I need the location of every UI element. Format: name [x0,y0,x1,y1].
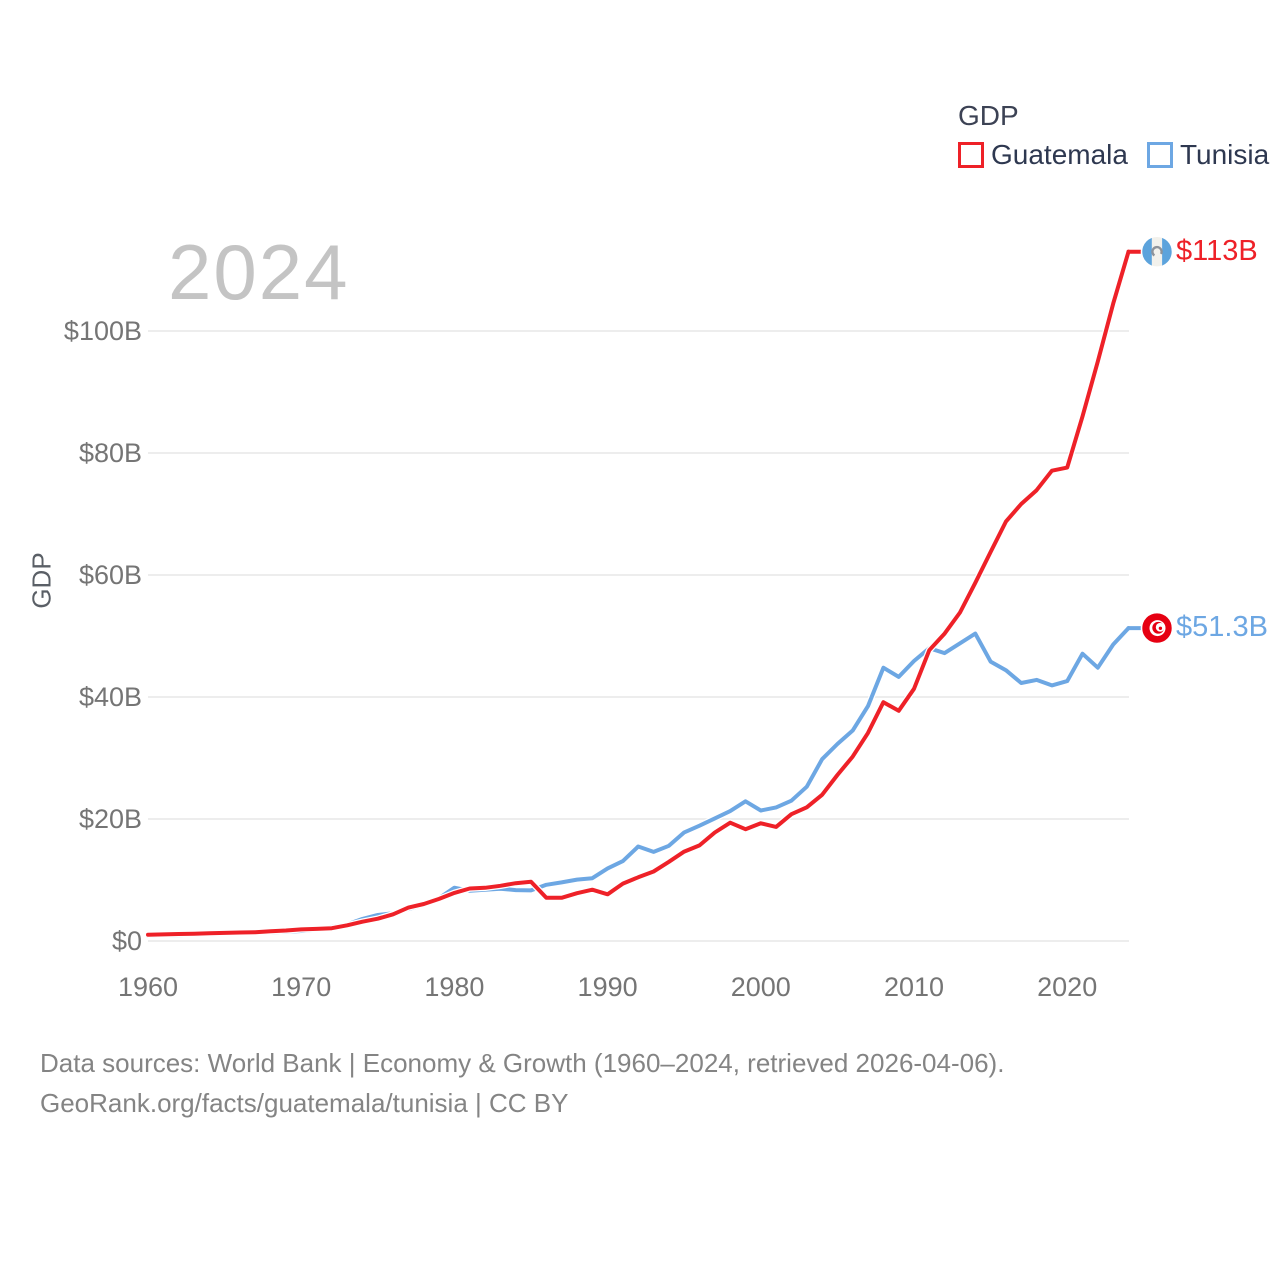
legend-label-tunisia: Tunisia [1179,139,1270,170]
flag-markers [1126,235,1174,645]
legend-title: GDP [958,100,1019,131]
legend: Guatemala Tunisia [958,141,1269,169]
y-tick-label: $60B [78,560,142,590]
data-sources-text: Data sources: World Bank | Economy & Gro… [40,1048,1005,1078]
x-tick-label: 1980 [424,972,485,1002]
guatemala-flag-icon [1140,235,1174,268]
y-tick-label: $80B [78,438,142,468]
x-tick-label: 2020 [1037,972,1098,1002]
attribution-text: GeoRank.org/facts/guatemala/tunisia | CC… [40,1088,569,1118]
guatemala-series-swatch [958,142,984,168]
x-tick-label: 1960 [117,972,179,1002]
guatemala-end-value-label: $113B [1176,234,1258,267]
legend-item-tunisia[interactable]: Tunisia [1146,139,1270,170]
x-tick-label: 1990 [577,972,638,1002]
series-lines [144,248,1132,940]
x-tick-label: 2010 [883,972,945,1002]
gridlines [148,330,1129,942]
y-tick-label: $20B [78,804,142,834]
year-watermark: 2024 [168,228,350,316]
tunisia-series-swatch [1146,142,1173,168]
tunisia-flag-icon [1140,611,1174,645]
x-tick-label: 2000 [730,972,791,1002]
x-tick-label: 1970 [271,972,332,1002]
legend-item-guatemala[interactable]: Guatemala [958,141,1128,169]
y-tick-label: $40B [78,682,142,712]
y-tick-label: $0 [111,926,142,956]
y-tick-label: $100B [63,316,142,346]
legend-label-guatemala: Guatemala [991,139,1128,170]
tunisia-end-value-label: $51.3B [1176,611,1268,644]
